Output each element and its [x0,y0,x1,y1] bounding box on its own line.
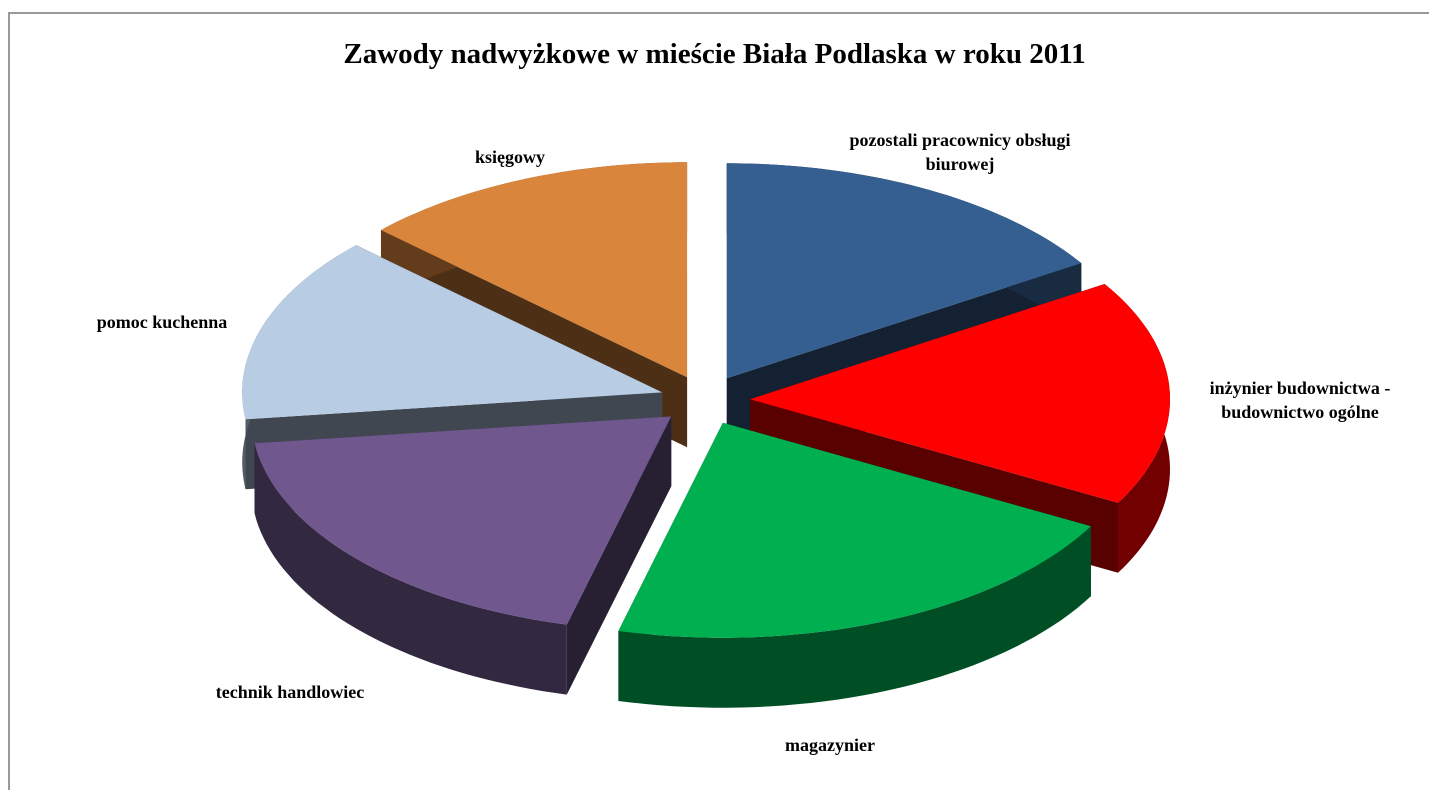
slice-side [254,443,567,695]
slice [726,163,1082,379]
slice-label: technik handlowiec [215,682,365,702]
slice-label: pomoc kuchenna [96,312,228,332]
slice [749,284,1170,503]
slice [618,422,1091,638]
slice-label: pozostali pracownicy obsługi biurowej [849,130,1071,174]
slice-side [618,526,1091,708]
chart-title: Zawody nadwyżkowe w mieście Biała Podlas… [343,38,1086,70]
slice [242,245,663,420]
slice-label: księgowy [474,147,545,167]
slice-label: inżynier budownictwa - budownictwo ogóln… [1209,378,1391,422]
chart-frame [8,12,1429,790]
slice [254,416,672,625]
slice-label: magazynier [785,735,875,755]
slice [381,162,688,378]
